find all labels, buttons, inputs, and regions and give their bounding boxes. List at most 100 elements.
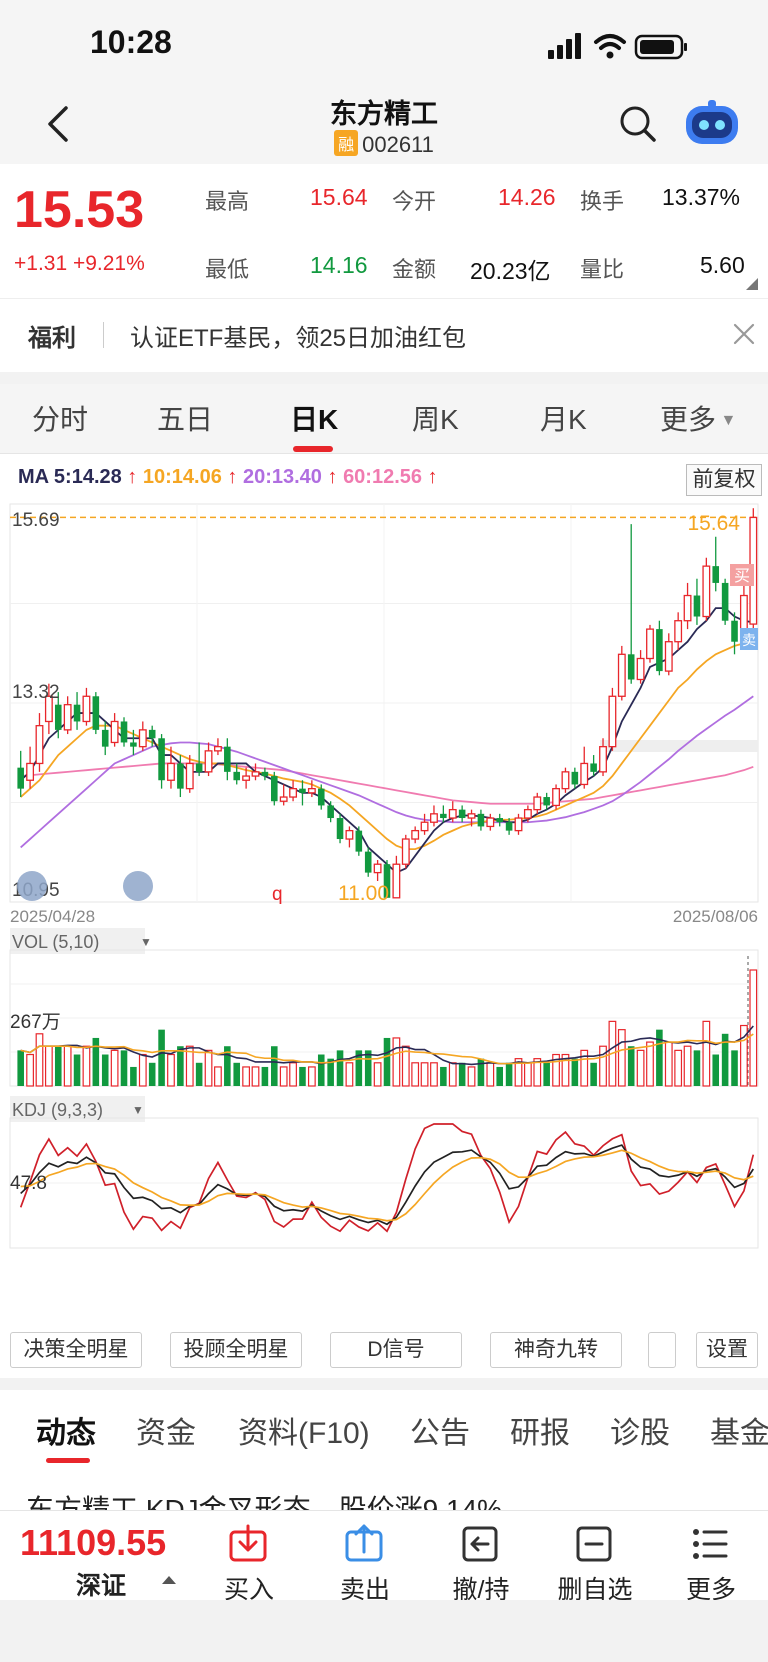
volume-bar: [364, 1050, 372, 1086]
tab-more[interactable]: 更多 ▼: [660, 398, 736, 438]
tab-intraday[interactable]: 分时: [32, 404, 89, 435]
cancel-hold-icon[interactable]: [460, 1524, 500, 1564]
ma60-up-arrow-icon: ↑: [422, 466, 438, 488]
volume-bar: [599, 1045, 607, 1087]
volume-bar: [233, 1062, 241, 1086]
status-icons: [548, 33, 687, 60]
remove-watch-label[interactable]: 删自选: [557, 1576, 633, 1604]
tab-five-day[interactable]: 五日: [157, 404, 214, 435]
buy-icon[interactable]: [228, 1524, 268, 1564]
tool-button-partial[interactable]: [648, 1332, 676, 1368]
candle-body: [383, 864, 391, 898]
kdj-lines: [19, 1123, 755, 1233]
start-date-label: 2025/04/28: [10, 907, 95, 926]
volume-bar: [646, 1041, 654, 1087]
buy-button-label[interactable]: 买入: [223, 1576, 274, 1604]
ma10-value: 10:14.06: [142, 466, 222, 488]
ai-assistant-icon[interactable]: [684, 100, 740, 148]
remove-watch-icon[interactable]: [574, 1524, 614, 1564]
banner-text[interactable]: 认证ETF基民，领25日加油红包: [130, 325, 467, 352]
tab-news-dynamic[interactable]: 动态: [36, 1417, 96, 1450]
candle-body: [185, 762, 194, 790]
volume-bar: [336, 1050, 344, 1086]
tab-monthly-k[interactable]: 月K: [540, 404, 587, 435]
vol-axis-label: 267万: [10, 1012, 61, 1033]
index-value[interactable]: 11109.55: [20, 1522, 167, 1563]
volume-bar: [26, 1053, 34, 1087]
candle-body: [430, 813, 438, 823]
back-icon[interactable]: [44, 104, 74, 144]
tab-news-diagnosis[interactable]: 诊股: [610, 1417, 670, 1450]
chart-labels: 15.6913.3210.9515.6411.00q2025/04/282025…: [10, 510, 758, 1194]
candle-body: [590, 763, 597, 772]
kdj-line: [20, 1144, 755, 1226]
kdj-axis-label: 47.8: [10, 1173, 47, 1194]
volume-bar: [458, 1062, 466, 1086]
section-gap: [0, 1378, 768, 1390]
volume-bar: [92, 1037, 100, 1086]
tab-news-f10[interactable]: 资料(F10): [238, 1417, 370, 1450]
tab-news-capital[interactable]: 资金: [136, 1417, 196, 1450]
search-icon[interactable]: [618, 104, 658, 144]
volume-bar: [477, 1058, 485, 1086]
ma5-value: MA 5:14.28: [18, 466, 122, 488]
more-icon[interactable]: [690, 1524, 730, 1564]
candle-body: [373, 863, 382, 874]
volume-bar: [467, 1066, 476, 1087]
tool-button-settings[interactable]: 设置: [696, 1332, 758, 1368]
candle-body: [561, 771, 570, 790]
news-headline[interactable]: 东方精工 KDJ金叉形态，股价涨9.14%: [26, 1494, 503, 1512]
candle-body: [364, 851, 372, 873]
volume-bar: [195, 1062, 203, 1086]
stat-value-open: 14.26: [498, 184, 556, 210]
candle-body: [627, 654, 635, 680]
expand-corner-icon[interactable]: [746, 278, 758, 290]
volume-bar: [571, 1058, 579, 1086]
end-date-label: 2025/08/06: [673, 907, 758, 926]
volume-bar: [110, 1049, 119, 1087]
tab-daily-k[interactable]: 日K: [290, 404, 339, 435]
volume-bars: [17, 969, 758, 1087]
volume-bar: [430, 1062, 438, 1087]
tab-news-fund[interactable]: 基金: [710, 1417, 768, 1450]
volume-bar: [749, 969, 758, 1087]
candle-body: [317, 788, 325, 806]
adjust-mode-button[interactable]: 前复权: [686, 464, 762, 496]
cancel-hold-label[interactable]: 撤/持: [452, 1576, 510, 1604]
scroll-left-icon: [17, 871, 47, 901]
tool-button-magic-nine[interactable]: 神奇九转: [490, 1332, 622, 1368]
candle-body: [167, 762, 175, 781]
candle-body: [73, 704, 81, 722]
current-price: 15.53: [14, 181, 145, 239]
volume-bar: [82, 1045, 91, 1087]
volume-bar: [496, 1066, 503, 1086]
volume-bar: [617, 1029, 626, 1087]
volume-bar: [523, 1062, 532, 1087]
sell-icon[interactable]: [344, 1524, 384, 1564]
tab-news-research[interactable]: 研报: [510, 1417, 570, 1450]
index-name[interactable]: 深证: [76, 1572, 127, 1600]
margin-badge: 融: [334, 130, 359, 156]
sell-button-label[interactable]: 卖出: [339, 1576, 390, 1604]
ma60-value: 60:12.56: [343, 466, 423, 488]
candle-body: [505, 822, 513, 831]
tool-button-d-signal[interactable]: D信号: [330, 1332, 462, 1368]
volume-bar: [552, 1053, 560, 1087]
candle-body: [608, 695, 617, 748]
tab-news-announcement[interactable]: 公告: [410, 1417, 470, 1450]
stock-chart[interactable]: 15.6913.3210.9515.6411.00q2025/04/282025…: [0, 500, 768, 1322]
tab-weekly-k[interactable]: 周K: [412, 404, 459, 435]
candle-body: [307, 787, 316, 794]
candle-body: [177, 763, 184, 789]
volume-bar: [251, 1066, 260, 1087]
tool-button-advisor[interactable]: 投顾全明星: [170, 1332, 302, 1368]
more-label[interactable]: 更多: [685, 1576, 736, 1604]
ma-legend: MA 5:14.28 ↑ 10:14.06 ↑ 20:13.40 ↑ 60:12…: [18, 466, 438, 489]
candle-body: [138, 729, 147, 748]
tool-button-decision[interactable]: 决策全明星: [10, 1332, 142, 1368]
volume-bar: [299, 1066, 306, 1086]
close-icon[interactable]: [732, 322, 756, 346]
volume-bar: [411, 1062, 420, 1087]
volume-bar: [130, 1066, 137, 1086]
promo-banner[interactable]: [0, 298, 768, 372]
